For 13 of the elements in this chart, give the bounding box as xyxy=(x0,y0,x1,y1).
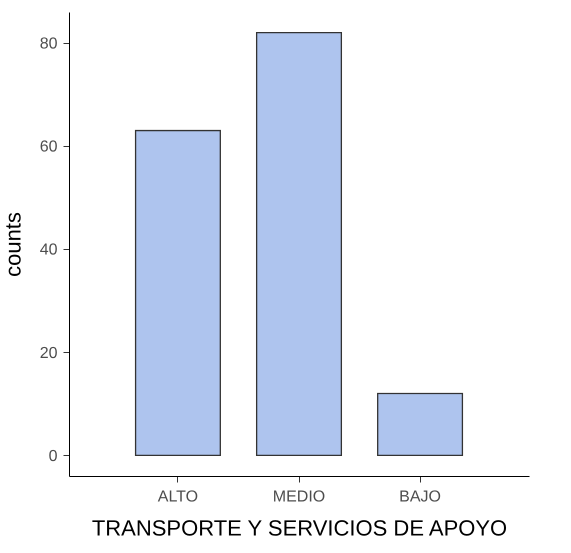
bar xyxy=(134,130,221,456)
bar xyxy=(377,392,464,456)
x-tick-label: MEDIO xyxy=(272,488,326,506)
y-axis-title: counts xyxy=(0,212,26,277)
y-tick-label: 80 xyxy=(40,35,58,52)
y-tick-label: 0 xyxy=(48,448,58,465)
bar xyxy=(256,32,342,456)
y-tick-label: 40 xyxy=(40,242,58,259)
x-axis-title: TRANSPORTE Y SERVICIOS DE APOYO xyxy=(92,516,508,540)
y-tick-label: 20 xyxy=(40,344,58,362)
y-tick-label: 60 xyxy=(40,138,58,156)
x-tick-label: BAJO xyxy=(399,488,441,506)
x-tick-label: ALTO xyxy=(158,488,198,506)
